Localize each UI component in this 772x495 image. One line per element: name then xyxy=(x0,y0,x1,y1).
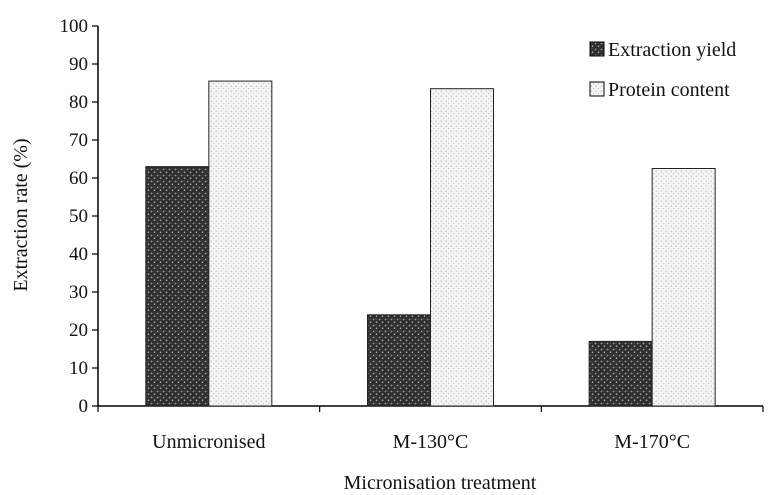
legend-item-extraction-yield: Extraction yield xyxy=(589,39,736,61)
category-labels: Unmicronised M-130°C M-170°C xyxy=(152,431,690,453)
legend-item-protein-content: Protein content xyxy=(589,79,730,101)
legend-swatch-protein-content xyxy=(589,81,605,97)
legend: Extraction yield Protein content xyxy=(589,39,736,101)
legend-swatch-extraction-yield xyxy=(589,41,605,57)
x-category-label: M-170°C xyxy=(614,431,690,453)
bar-protein-content xyxy=(430,88,494,407)
bars xyxy=(145,80,716,407)
y-ticks: 0 10 20 30 40 50 60 70 80 90 100 xyxy=(60,16,98,417)
legend-label-extraction-yield: Extraction yield xyxy=(608,39,736,61)
y-tick-label: 10 xyxy=(69,358,88,379)
x-category-label: Unmicronised xyxy=(152,431,265,453)
y-tick-label: 80 xyxy=(69,92,88,113)
bar-extraction-yield xyxy=(588,340,653,407)
y-tick-label: 20 xyxy=(69,320,88,341)
x-axis-title: Micronisation treatment xyxy=(344,472,537,494)
y-tick-label: 90 xyxy=(69,54,88,75)
y-tick-label: 0 xyxy=(79,396,89,417)
bar-extraction-yield xyxy=(145,166,210,407)
y-tick-label: 30 xyxy=(69,282,88,303)
y-tick-label: 70 xyxy=(69,130,88,151)
y-axis-title: Extraction rate (%) xyxy=(10,138,32,291)
y-tick-label: 100 xyxy=(60,16,89,37)
y-tick-label: 40 xyxy=(69,244,88,265)
bar-protein-content xyxy=(651,168,716,407)
y-tick-label: 60 xyxy=(69,168,88,189)
x-category-label: M-130°C xyxy=(393,431,469,453)
legend-label-protein-content: Protein content xyxy=(608,79,730,101)
bar-extraction-yield xyxy=(367,314,431,407)
y-tick-label: 50 xyxy=(69,206,88,227)
bar-protein-content xyxy=(208,80,273,407)
